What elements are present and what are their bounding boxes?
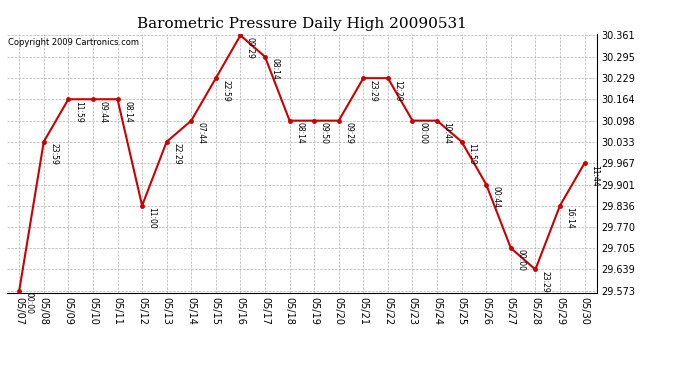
Text: 16:14: 16:14 [566,207,575,229]
Text: 22:59: 22:59 [221,80,230,101]
Text: 09:44: 09:44 [99,100,108,123]
Text: 11:00: 11:00 [148,207,157,229]
Text: 00:00: 00:00 [25,292,34,314]
Text: 08:14: 08:14 [295,122,304,144]
Text: 08:14: 08:14 [123,100,132,122]
Text: 11:59: 11:59 [467,143,476,165]
Text: 00:44: 00:44 [492,186,501,208]
Text: 10:44: 10:44 [442,122,452,144]
Text: 23:29: 23:29 [541,271,550,292]
Text: 12:29: 12:29 [393,80,402,101]
Text: 09:29: 09:29 [344,122,353,144]
Text: 23:29: 23:29 [369,80,378,101]
Text: 09:29: 09:29 [246,37,255,58]
Title: Barometric Pressure Daily High 20090531: Barometric Pressure Daily High 20090531 [137,17,467,31]
Text: 11:44: 11:44 [590,165,599,186]
Text: 11:59: 11:59 [74,100,83,122]
Text: 08:14: 08:14 [270,58,279,80]
Text: 23:59: 23:59 [49,143,59,165]
Text: 22:29: 22:29 [172,143,181,165]
Text: 00:00: 00:00 [418,122,427,144]
Text: 00:00: 00:00 [516,249,525,272]
Text: Copyright 2009 Cartronics.com: Copyright 2009 Cartronics.com [8,38,139,46]
Text: 07:44: 07:44 [197,122,206,144]
Text: 09:50: 09:50 [319,122,328,144]
